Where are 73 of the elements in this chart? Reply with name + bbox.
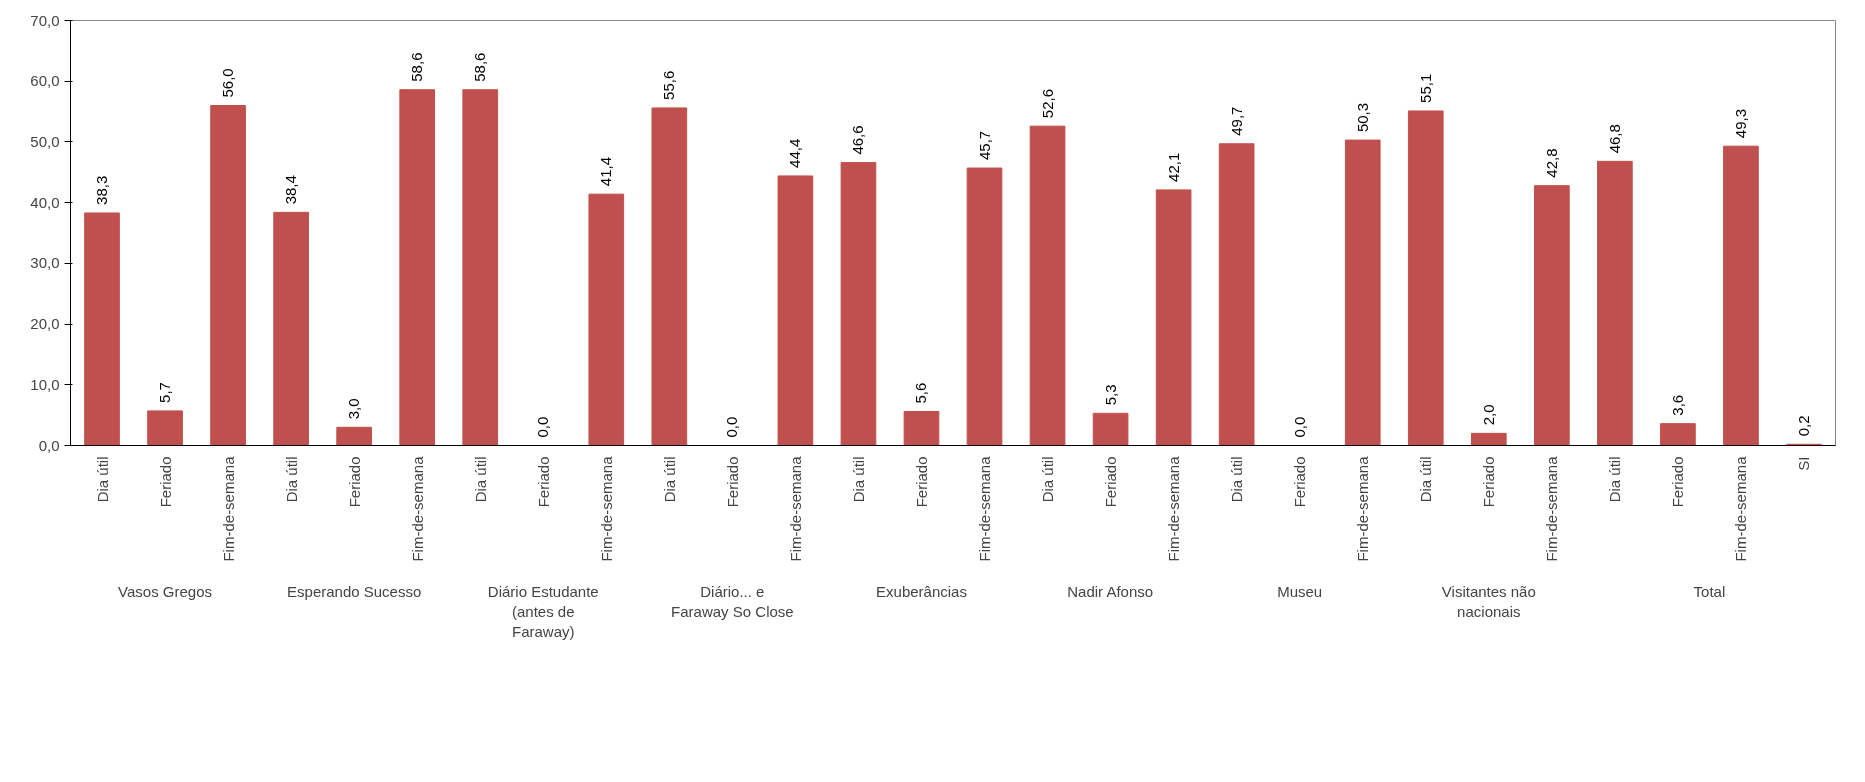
data-label: 0,2: [1794, 415, 1812, 437]
data-label: 52,6: [1038, 88, 1056, 119]
y-tick-label: 10,0: [30, 375, 60, 393]
x-tick-label: Feriado: [345, 456, 363, 508]
data-label: 44,4: [786, 138, 804, 168]
data-label: 3,0: [345, 398, 363, 420]
text: Total: [1693, 582, 1726, 600]
x-tick-label: Feriado: [723, 456, 741, 508]
x-tick-label: SI: [1795, 456, 1813, 471]
y-tick-label: 20,0: [30, 315, 60, 333]
text: Esperando Sucesso: [287, 582, 422, 600]
data-label: 38,3: [93, 175, 111, 205]
text: Visitantes não nacionais: [1441, 582, 1536, 620]
y-tick-label: 0,0: [38, 436, 60, 454]
data-label: 0,0: [534, 416, 552, 438]
data-label: 58,6: [408, 52, 426, 82]
data-label: 46,8: [1605, 124, 1623, 154]
text: Diário... e Faraway So Close: [671, 582, 794, 620]
x-tick-label: Dia útil: [282, 456, 300, 503]
y-tick-label: 60,0: [30, 72, 60, 90]
data-label: 56,0: [219, 68, 237, 98]
data-label: 3,6: [1668, 394, 1686, 416]
y-tick-label: 40,0: [30, 193, 60, 211]
data-label: 42,1: [1164, 152, 1182, 182]
data-label: 2,0: [1479, 404, 1497, 426]
x-tick-label: Feriado: [1669, 456, 1687, 508]
data-label: 50,3: [1353, 102, 1371, 133]
x-tick-label: Fim-de-semana: [219, 455, 237, 562]
data-label: 0,0: [723, 416, 741, 438]
x-tick-label: Dia útil: [849, 456, 867, 503]
text: Vasos Gregos: [118, 582, 213, 600]
data-label: 46,6: [849, 125, 867, 155]
data-label: 55,6: [660, 70, 678, 100]
data-label: 5,6: [912, 382, 930, 404]
x-tick-label: Feriado: [1102, 456, 1120, 508]
x-tick-label: Fim-de-semana: [1354, 455, 1372, 562]
text: Nadir Afonso: [1067, 582, 1154, 600]
x-tick-label: Fim-de-semana: [1165, 455, 1183, 562]
x-tick-label: Dia útil: [1039, 456, 1057, 503]
text: Museu: [1277, 582, 1323, 600]
x-tick-label: Fim-de-semana: [597, 455, 615, 562]
data-label: 5,3: [1101, 384, 1119, 406]
x-tick-label: Feriado: [1480, 456, 1498, 508]
x-tick-label: Fim-de-semana: [1543, 455, 1561, 562]
x-tick-label: Fim-de-semana: [786, 455, 804, 562]
y-tick-label: 30,0: [30, 254, 60, 272]
x-tick-label: Feriado: [1291, 456, 1309, 508]
y-tick-label: 70,0: [30, 11, 60, 29]
x-tick-label: Dia útil: [1606, 456, 1624, 503]
x-tick-label: Feriado: [156, 456, 174, 508]
x-tick-label: Dia útil: [1417, 456, 1435, 503]
data-label: 42,8: [1542, 148, 1560, 178]
data-label: 49,7: [1227, 106, 1245, 136]
data-label: 5,7: [156, 382, 174, 403]
text: Diário Estudante (antes de Faraway): [487, 582, 599, 641]
x-tick-label: Fim-de-semana: [976, 455, 994, 562]
text: Exuberâncias: [876, 582, 967, 600]
data-label: 41,4: [597, 156, 615, 187]
data-label: 55,1: [1416, 73, 1434, 103]
x-tick-label: Feriado: [534, 456, 552, 508]
data-label: 49,3: [1731, 108, 1749, 139]
x-tick-label: Fim-de-semana: [408, 455, 426, 562]
x-tick-label: Dia útil: [93, 456, 111, 503]
x-tick-label: Fim-de-semana: [1732, 455, 1750, 562]
data-label: 58,6: [471, 52, 489, 82]
data-label: 0,0: [1290, 416, 1308, 438]
x-tick-label: Dia útil: [1228, 456, 1246, 503]
x-tick-label: Dia útil: [660, 456, 678, 503]
y-tick-label: 50,0: [30, 132, 60, 150]
x-tick-label: Dia útil: [471, 456, 489, 503]
x-tick-label: Feriado: [912, 456, 930, 508]
data-label: 38,4: [282, 175, 300, 205]
data-label: 45,7: [975, 130, 993, 161]
